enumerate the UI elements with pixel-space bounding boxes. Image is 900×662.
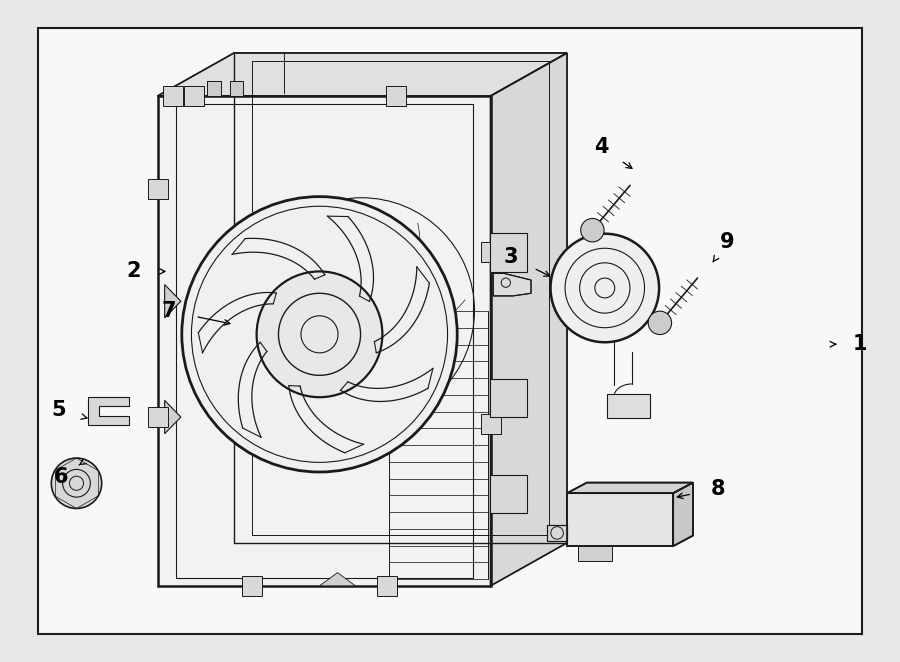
- Circle shape: [51, 458, 102, 508]
- FancyBboxPatch shape: [38, 28, 862, 634]
- FancyBboxPatch shape: [242, 576, 262, 596]
- FancyBboxPatch shape: [491, 379, 526, 417]
- FancyBboxPatch shape: [578, 546, 612, 561]
- FancyBboxPatch shape: [184, 86, 203, 106]
- Text: 2: 2: [126, 261, 140, 281]
- Polygon shape: [88, 397, 129, 425]
- Polygon shape: [165, 401, 181, 434]
- Polygon shape: [567, 493, 673, 546]
- Polygon shape: [230, 81, 243, 96]
- FancyBboxPatch shape: [481, 242, 500, 261]
- FancyBboxPatch shape: [148, 179, 167, 199]
- Text: 7: 7: [162, 301, 176, 321]
- Text: 4: 4: [594, 137, 608, 157]
- Polygon shape: [493, 273, 531, 296]
- Text: 5: 5: [51, 401, 66, 420]
- Circle shape: [551, 234, 659, 342]
- FancyBboxPatch shape: [148, 407, 167, 427]
- Circle shape: [256, 271, 382, 397]
- Polygon shape: [207, 81, 220, 96]
- Polygon shape: [673, 483, 693, 546]
- Circle shape: [580, 218, 604, 242]
- Polygon shape: [165, 285, 181, 318]
- FancyBboxPatch shape: [377, 576, 397, 596]
- Polygon shape: [320, 573, 356, 586]
- Polygon shape: [158, 53, 567, 96]
- FancyBboxPatch shape: [163, 86, 183, 106]
- Text: 3: 3: [504, 247, 518, 267]
- Circle shape: [182, 197, 457, 472]
- Text: 1: 1: [852, 334, 867, 354]
- Polygon shape: [547, 525, 567, 541]
- FancyBboxPatch shape: [607, 395, 650, 418]
- Text: 6: 6: [54, 467, 68, 487]
- FancyBboxPatch shape: [491, 475, 526, 513]
- FancyBboxPatch shape: [481, 414, 500, 434]
- Circle shape: [648, 311, 671, 334]
- Text: 9: 9: [720, 232, 734, 252]
- Polygon shape: [567, 483, 693, 493]
- FancyBboxPatch shape: [386, 86, 406, 106]
- Polygon shape: [491, 53, 567, 586]
- Text: 8: 8: [711, 479, 725, 498]
- FancyBboxPatch shape: [491, 233, 526, 271]
- Polygon shape: [158, 96, 491, 586]
